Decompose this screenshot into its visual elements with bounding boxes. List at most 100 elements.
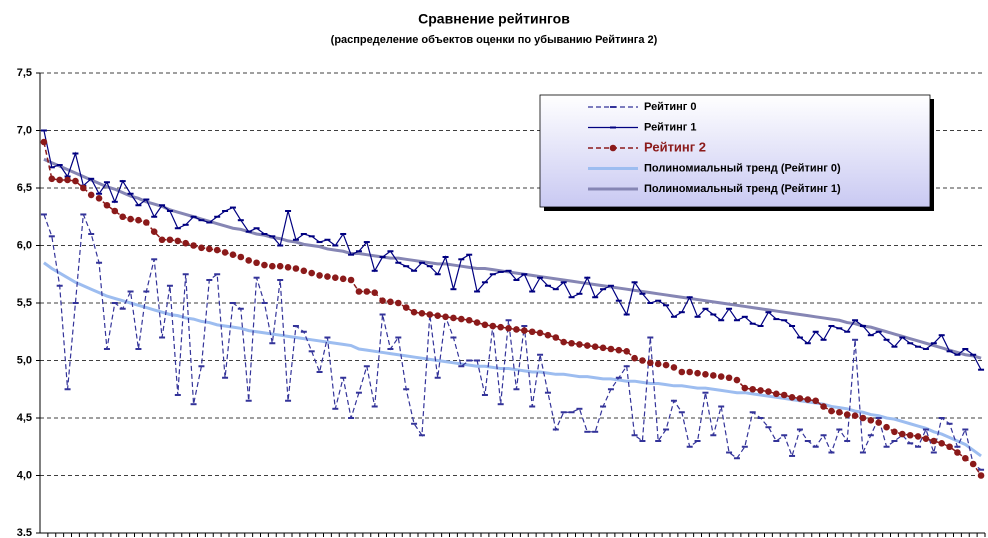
point bbox=[631, 354, 638, 362]
point bbox=[332, 274, 339, 282]
point bbox=[867, 417, 875, 424]
point bbox=[237, 253, 245, 261]
point bbox=[733, 376, 741, 384]
point bbox=[292, 265, 300, 272]
point bbox=[221, 249, 229, 256]
point bbox=[253, 259, 260, 267]
point bbox=[938, 440, 945, 447]
point bbox=[213, 246, 221, 254]
point bbox=[395, 299, 402, 307]
point bbox=[40, 138, 48, 146]
point bbox=[899, 430, 906, 438]
point bbox=[190, 242, 197, 249]
point bbox=[670, 364, 678, 371]
point bbox=[87, 191, 95, 199]
chart-subtitle: (распределение объектов оценки по убыван… bbox=[331, 34, 658, 46]
point bbox=[473, 319, 481, 326]
point bbox=[119, 213, 126, 221]
point bbox=[206, 245, 213, 253]
point bbox=[812, 397, 819, 405]
point bbox=[836, 408, 843, 416]
point bbox=[615, 346, 623, 354]
point bbox=[402, 304, 410, 311]
point bbox=[174, 237, 182, 245]
chart-title: Сравнение рейтингов bbox=[418, 11, 570, 27]
y-tick-label: 6,0 bbox=[17, 239, 32, 251]
point bbox=[796, 395, 804, 402]
point bbox=[702, 371, 709, 378]
y-tick-label: 5,0 bbox=[17, 354, 32, 366]
point bbox=[505, 325, 512, 332]
point bbox=[969, 460, 977, 468]
point bbox=[906, 431, 914, 439]
point bbox=[757, 387, 764, 394]
point bbox=[355, 288, 363, 295]
point bbox=[843, 411, 851, 418]
point bbox=[875, 419, 882, 426]
point bbox=[316, 272, 323, 279]
point bbox=[442, 313, 449, 321]
point bbox=[56, 176, 63, 184]
legend-label: Полиномиальный тренд (Рейтинг 1) bbox=[644, 183, 841, 195]
point bbox=[450, 314, 457, 322]
point bbox=[654, 360, 662, 368]
point bbox=[276, 262, 284, 270]
point bbox=[103, 201, 111, 209]
point bbox=[426, 311, 434, 318]
point bbox=[662, 361, 670, 369]
point bbox=[678, 368, 686, 376]
point bbox=[465, 316, 473, 324]
point bbox=[591, 343, 599, 351]
legend-label: Рейтинг 0 bbox=[644, 101, 697, 113]
point bbox=[528, 328, 536, 336]
point bbox=[245, 257, 252, 264]
point bbox=[954, 449, 961, 456]
point bbox=[544, 331, 552, 339]
point bbox=[946, 443, 953, 451]
point bbox=[158, 236, 166, 244]
point bbox=[521, 327, 528, 334]
point bbox=[883, 423, 890, 431]
y-tick-label: 4,5 bbox=[17, 412, 32, 424]
legend-marker bbox=[609, 144, 617, 152]
point bbox=[150, 228, 158, 235]
point bbox=[804, 396, 812, 403]
point bbox=[182, 239, 189, 247]
point bbox=[765, 388, 772, 395]
point bbox=[536, 329, 544, 337]
y-tick-label: 3.5 bbox=[17, 527, 32, 538]
point bbox=[513, 326, 520, 333]
point bbox=[820, 403, 827, 410]
series-line bbox=[43, 214, 982, 471]
legend-label: Полиномиальный тренд (Рейтинг 0) bbox=[644, 162, 841, 174]
point bbox=[363, 288, 371, 295]
point bbox=[694, 369, 701, 377]
point bbox=[143, 219, 150, 226]
point bbox=[434, 312, 441, 319]
point bbox=[962, 454, 969, 462]
point bbox=[166, 236, 174, 244]
point bbox=[639, 357, 646, 364]
legend-label: Рейтинг 2 bbox=[644, 139, 706, 154]
point bbox=[788, 394, 796, 401]
point bbox=[891, 428, 898, 436]
legend-label: Рейтинг 1 bbox=[644, 121, 697, 133]
point bbox=[339, 275, 347, 283]
point bbox=[489, 322, 497, 330]
point bbox=[198, 244, 205, 252]
point bbox=[576, 341, 583, 348]
point bbox=[284, 264, 292, 271]
point bbox=[379, 297, 386, 305]
y-tick-label: 5,5 bbox=[17, 297, 32, 309]
point bbox=[584, 342, 591, 349]
point bbox=[48, 175, 56, 183]
point bbox=[647, 359, 654, 367]
point bbox=[324, 273, 331, 280]
point bbox=[725, 374, 733, 382]
point bbox=[410, 308, 418, 316]
point bbox=[773, 390, 780, 398]
point bbox=[710, 372, 717, 379]
point bbox=[922, 435, 930, 443]
point bbox=[552, 334, 560, 341]
